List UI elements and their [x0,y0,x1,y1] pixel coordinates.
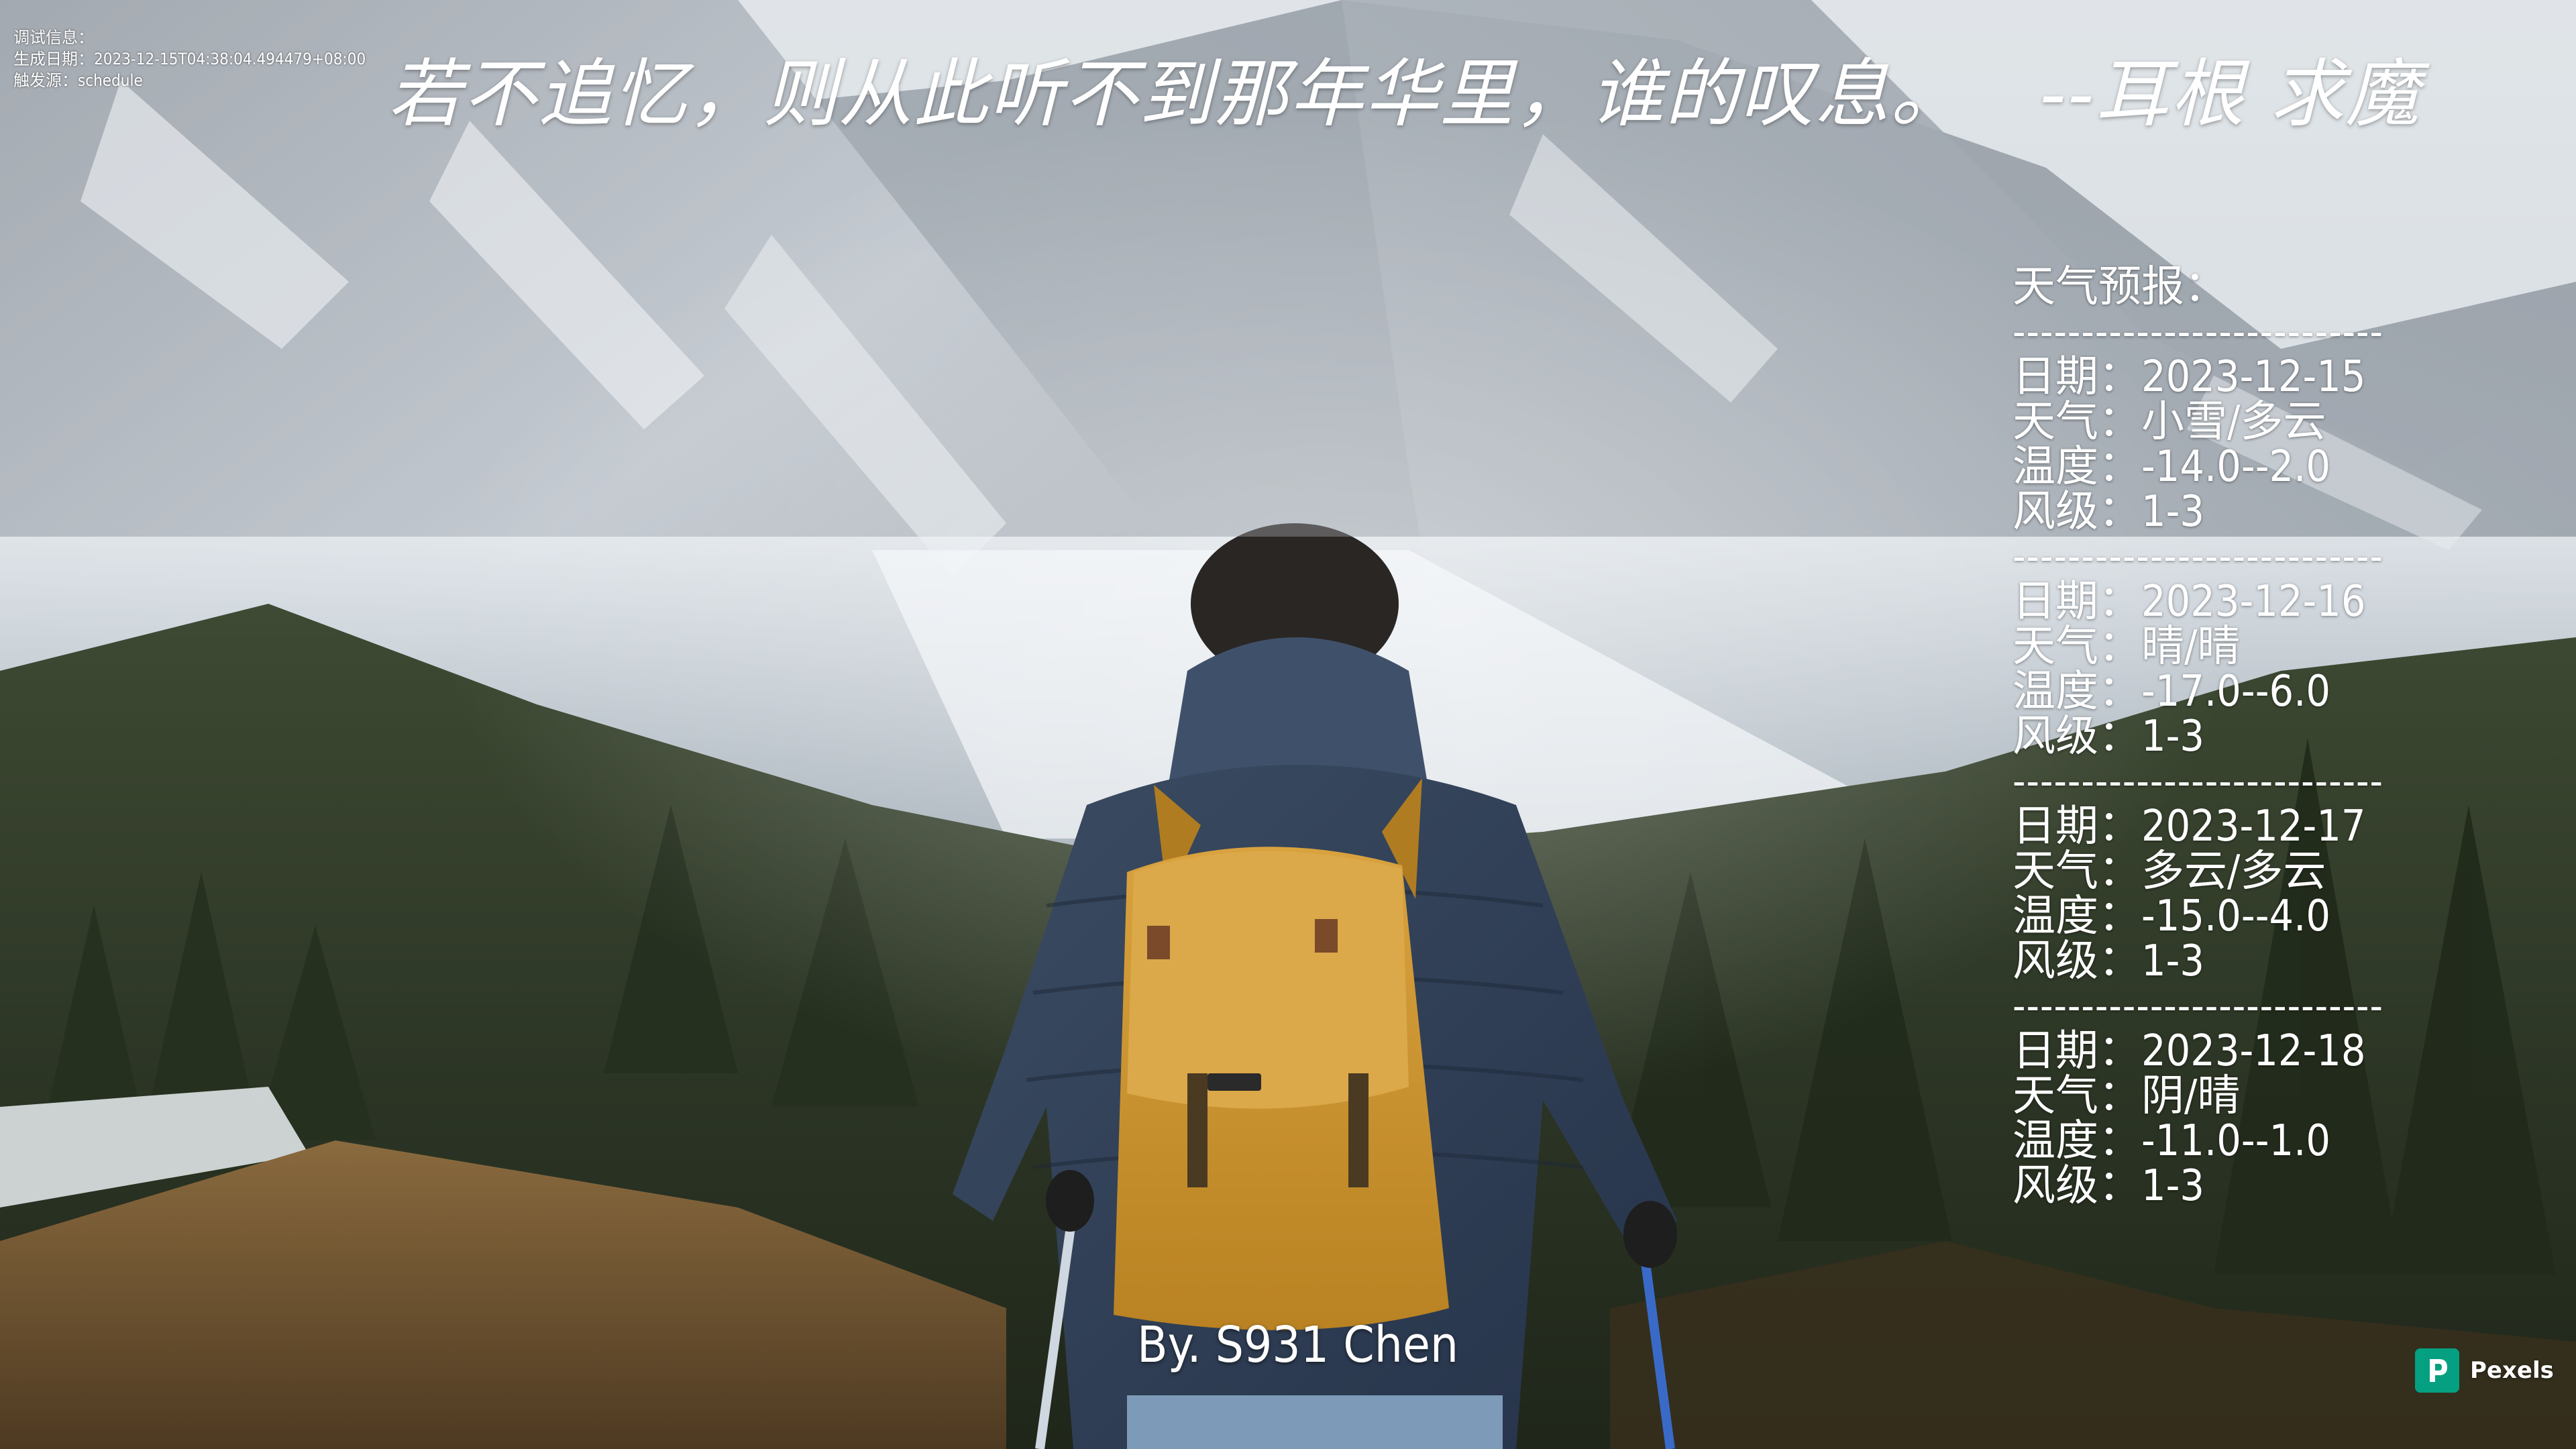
weather-day: 日期：2023-12-18 天气：阴/晴 温度：-11.0--1.0 风级：1-… [2012,1029,2383,1209]
weather-divider: --------------------------- [2012,533,2384,580]
weather-temperature: 温度：-11.0--1.0 [2012,1116,2331,1166]
weather-date: 日期：2023-12-17 [2012,802,2366,851]
debug-trigger-source: 触发源：schedule [13,71,143,90]
quote-author: --耳根 求魔 [2039,51,2421,137]
weather-day: 日期：2023-12-17 天气：多云/多云 温度：-15.0--4.0 风级：… [2012,804,2383,984]
top-overlay [0,0,2576,537]
weather-title: 天气预报： [2012,262,2227,312]
signature: By. S931 Chen [1137,1316,1459,1374]
debug-title: 调试信息： [13,28,94,47]
debug-info: 调试信息： 生成日期：2023-12-15T04:38:04.494479+08… [13,27,366,91]
pexels-logo-icon [2415,1348,2459,1393]
weather-temperature: 温度：-17.0--6.0 [2012,667,2331,716]
weather-condition: 天气：多云/多云 [2012,847,2326,896]
weather-date: 日期：2023-12-16 [2012,577,2366,627]
pexels-badge[interactable]: Pexels [2415,1348,2554,1393]
quote: 若不追忆，则从此听不到那年华里，谁的叹息。 --耳根 求魔 [388,47,2420,141]
weather-temperature: 温度：-15.0--4.0 [2012,892,2331,941]
weather-date: 日期：2023-12-15 [2012,352,2366,402]
weather-wind: 风级：1-3 [2012,487,2205,537]
weather-divider: --------------------------- [2012,983,2384,1030]
weather-condition: 天气：晴/晴 [2012,622,2241,672]
debug-generated-date: 生成日期：2023-12-15T04:38:04.494479+08:00 [13,50,366,68]
weather-condition: 天气：小雪/多云 [2012,397,2326,447]
quote-text: 若不追忆，则从此听不到那年华里，谁的叹息。 [388,51,1966,137]
weather-day: 日期：2023-12-15 天气：小雪/多云 温度：-14.0--2.0 风级：… [2012,355,2383,535]
weather-wind: 风级：1-3 [2012,1161,2205,1211]
weather-wind: 风级：1-3 [2012,936,2205,986]
weather-condition: 天气：阴/晴 [2012,1071,2241,1121]
weather-temperature: 温度：-14.0--2.0 [2012,442,2331,492]
weather-divider: --------------------------- [2012,309,2384,356]
weather-forecast: 天气预报： --------------------------- 日期：202… [2012,265,2383,1209]
pexels-label: Pexels [2470,1357,2554,1384]
weather-date: 日期：2023-12-18 [2012,1026,2366,1076]
weather-day: 日期：2023-12-16 天气：晴/晴 温度：-17.0--6.0 风级：1-… [2012,580,2383,759]
weather-divider: --------------------------- [2012,758,2384,805]
weather-wind: 风级：1-3 [2012,712,2205,761]
